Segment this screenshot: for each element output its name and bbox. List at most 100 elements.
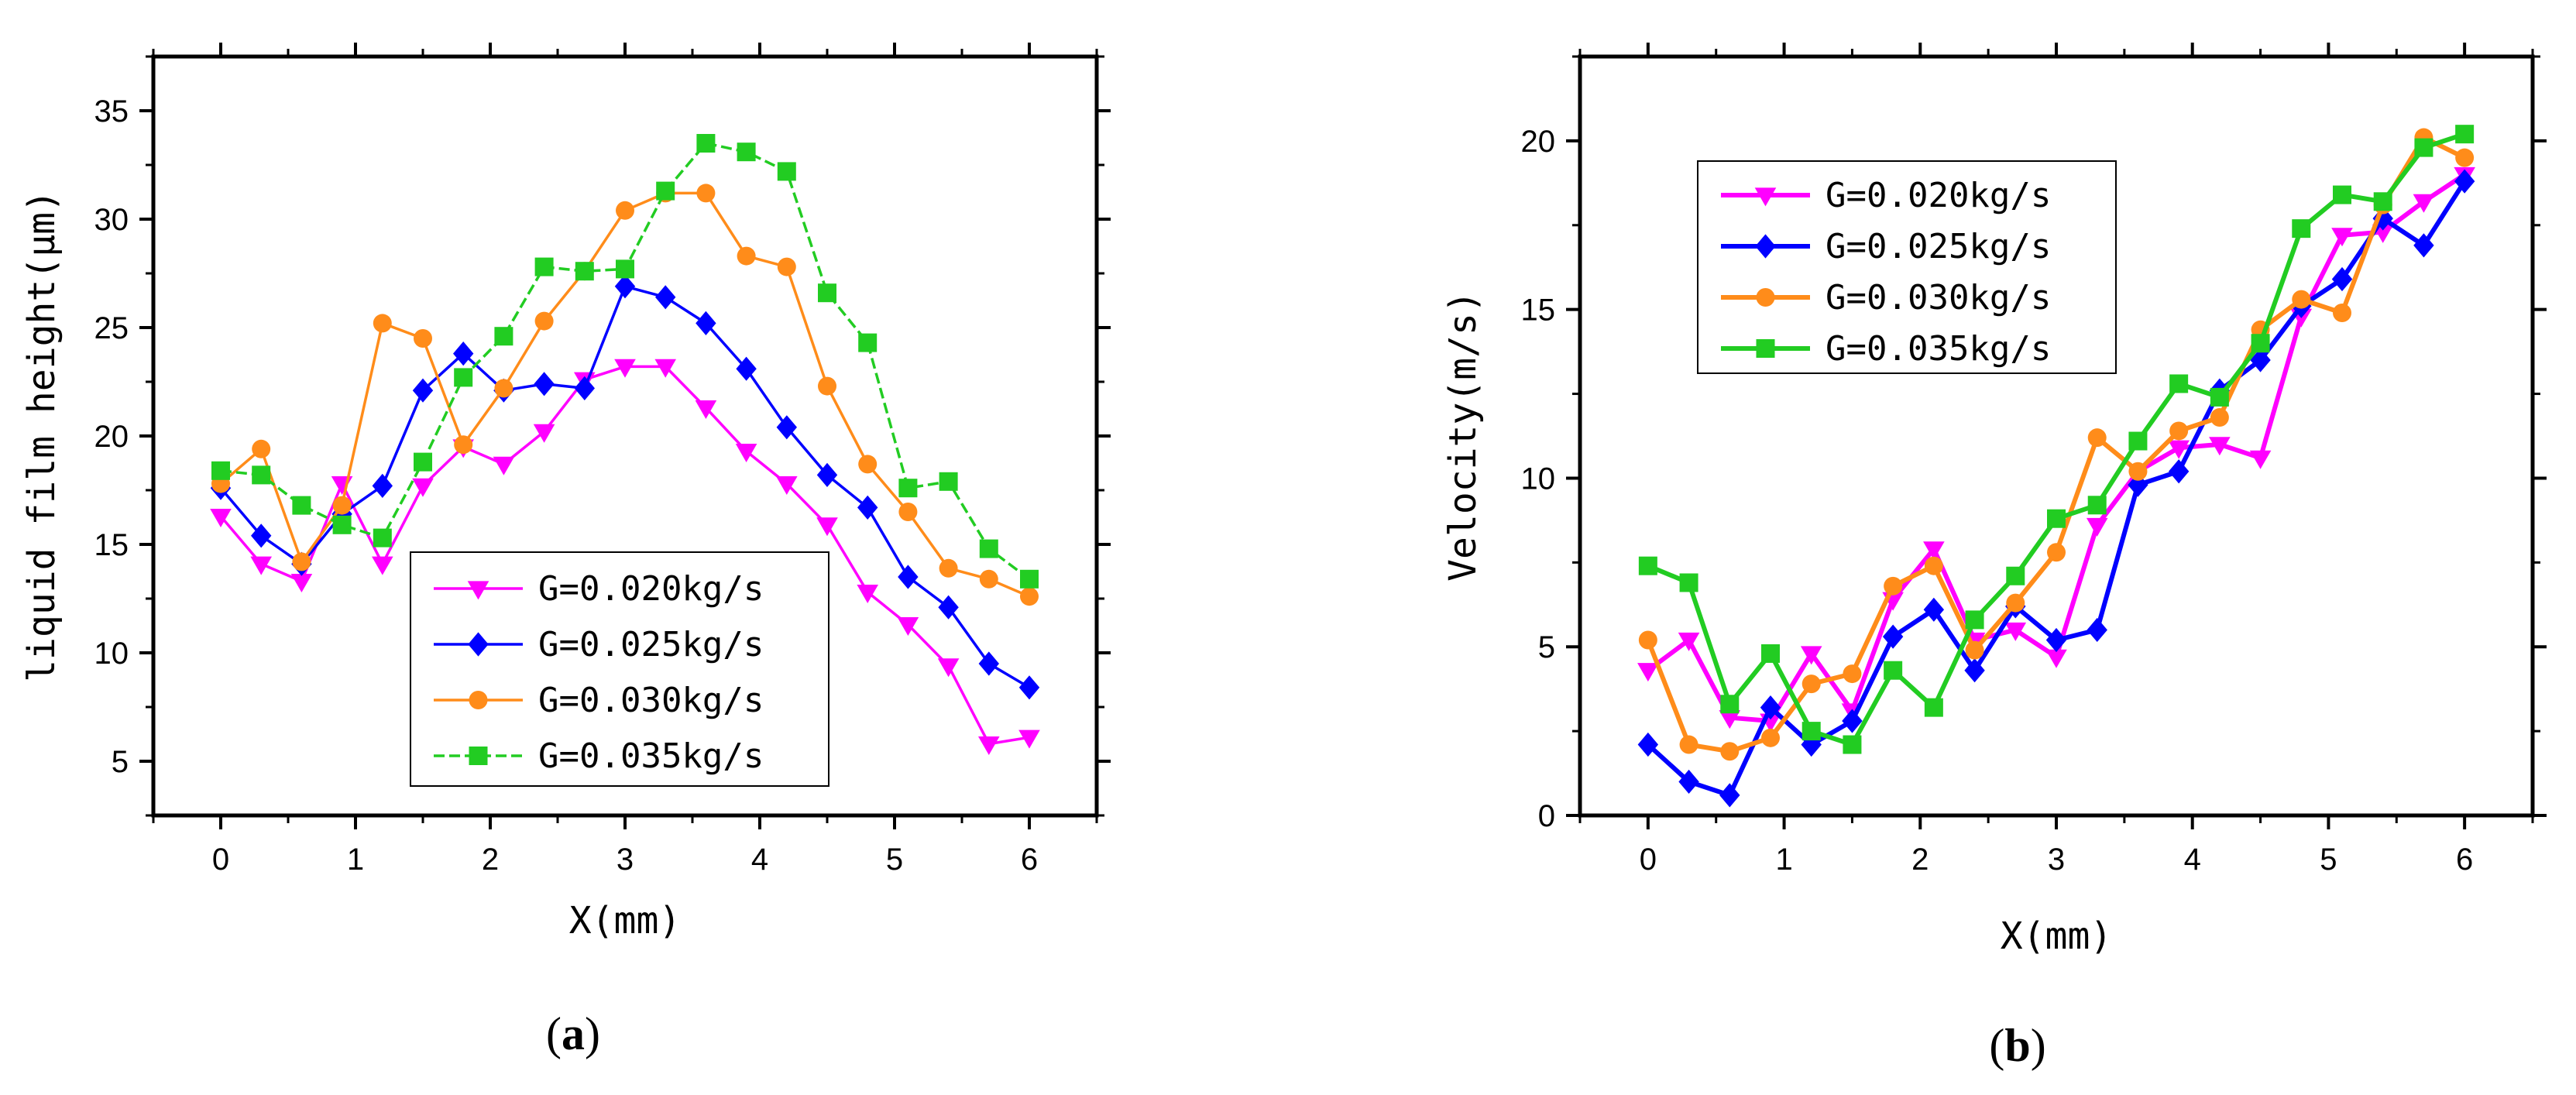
legend-marker: [1756, 339, 1775, 358]
legend-marker: [1756, 288, 1775, 307]
data-point: [979, 539, 998, 558]
data-point: [2168, 459, 2190, 484]
data-point: [696, 134, 716, 153]
y-tick-label: 35: [94, 94, 129, 129]
data-point: [1884, 576, 1903, 596]
data-point: [292, 552, 311, 572]
data-point: [2210, 408, 2229, 427]
x-tick-label: 0: [212, 843, 229, 877]
legend-entry: G=0.030kg/s: [1826, 278, 2051, 318]
data-point: [696, 184, 716, 203]
panel-label-close: ): [585, 1008, 600, 1059]
data-point: [534, 257, 554, 276]
data-point: [816, 462, 838, 487]
data-point: [2455, 125, 2475, 144]
legend-entry: G=0.035kg/s: [1826, 329, 2051, 369]
data-point: [777, 257, 796, 276]
data-point: [816, 517, 838, 537]
data-point: [412, 478, 434, 497]
data-point: [1801, 722, 1821, 741]
y-tick-label: 0: [1538, 799, 1555, 833]
data-point: [2372, 206, 2393, 231]
x-tick-label: 5: [886, 843, 903, 877]
data-point: [575, 262, 594, 281]
data-point: [372, 473, 393, 498]
data-point: [776, 415, 797, 440]
data-point: [211, 461, 230, 480]
data-point: [2292, 219, 2311, 239]
legend-marker: [469, 747, 488, 765]
data-point: [2455, 148, 2475, 167]
data-point: [453, 342, 474, 366]
data-point: [2087, 428, 2107, 448]
legend-marker: [1754, 187, 1777, 207]
panel-label: (a): [546, 1008, 600, 1059]
y-axis-title: Velocity(m/s): [1441, 290, 1485, 582]
panel-label-close: ): [2031, 1020, 2046, 1071]
legend-marker: [468, 632, 489, 657]
data-point: [857, 495, 878, 520]
data-point: [614, 359, 636, 378]
data-point: [373, 314, 392, 333]
data-point: [1965, 610, 1984, 630]
x-tick-label: 1: [347, 843, 364, 877]
data-point: [250, 556, 272, 575]
data-point: [2249, 450, 2272, 469]
data-point: [1638, 630, 1657, 650]
data-point: [777, 162, 796, 181]
data-point: [332, 515, 352, 534]
panel-label-open: (: [546, 1008, 562, 1059]
data-point: [494, 379, 513, 398]
data-point: [2047, 509, 2066, 528]
data-point: [2414, 138, 2433, 157]
data-point: [2292, 290, 2311, 309]
data-point: [979, 569, 998, 589]
data-point: [534, 372, 555, 396]
data-point: [2045, 649, 2067, 668]
data-point: [1924, 556, 1943, 575]
data-point: [2087, 496, 2107, 515]
legend-marker: [469, 691, 488, 709]
data-point: [2004, 622, 2027, 641]
x-tick-label: 6: [2456, 843, 2473, 877]
data-point: [2087, 617, 2107, 643]
data-point: [1638, 556, 1657, 575]
data-point: [2045, 627, 2067, 653]
data-point: [1761, 644, 1780, 663]
data-point: [1884, 661, 1903, 680]
data-point: [656, 181, 675, 201]
y-axis-title: liquid film height(μm): [20, 190, 64, 682]
y-tick-label: 20: [1521, 125, 1556, 159]
data-point: [2047, 543, 2066, 562]
panel-label-letter: b: [2004, 1020, 2030, 1071]
data-point: [978, 651, 999, 676]
series-line: [219, 191, 1030, 598]
data-point: [2454, 169, 2475, 194]
x-tick-label: 6: [1021, 843, 1038, 877]
x-tick-label: 2: [1911, 843, 1929, 877]
data-point: [2250, 348, 2271, 372]
data-point: [493, 456, 515, 475]
legend-entry: G=0.025kg/s: [538, 625, 764, 664]
data-point: [2333, 185, 2351, 204]
data-point: [2413, 233, 2434, 258]
y-tick-label: 10: [94, 637, 129, 671]
data-point: [695, 400, 717, 419]
data-point: [1719, 710, 1741, 729]
data-point: [533, 424, 555, 443]
legend-marker: [467, 581, 489, 600]
data-point: [2006, 593, 2025, 613]
data-point: [1965, 640, 1984, 660]
data-point: [898, 503, 918, 521]
series-G=0.035kg/s: [1638, 125, 2475, 754]
data-point: [818, 283, 836, 303]
data-point: [1679, 735, 1698, 754]
data-point: [2333, 304, 2351, 323]
data-point: [736, 356, 757, 381]
chart-panel-b: 0 1 2 3 4 5 6 0 5 10 15 20 X(mm) Velocity(m/s) G=0.020…: [1441, 43, 2547, 1071]
x-tick-label: 5: [2320, 843, 2337, 877]
data-point: [2373, 192, 2392, 211]
legend-entry: G=0.020kg/s: [538, 569, 764, 609]
data-point: [1720, 742, 1740, 761]
panel-label-open: (: [1989, 1020, 2004, 1071]
